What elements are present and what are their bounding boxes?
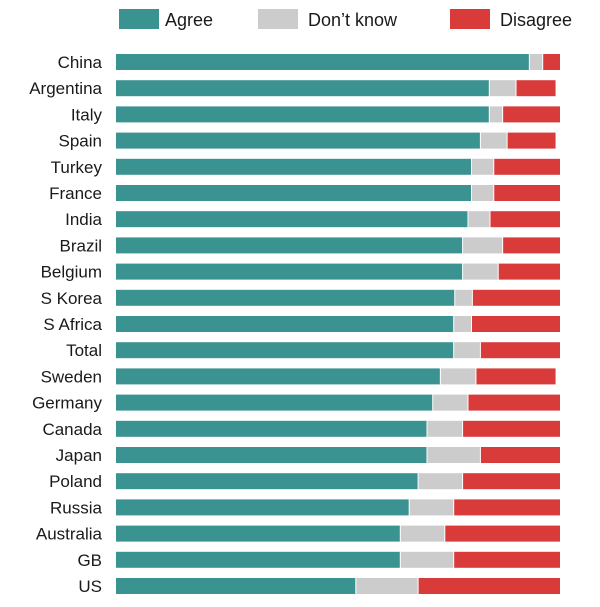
bar-poland-don-t-know (418, 473, 463, 490)
bar-belgium-disagree (498, 263, 560, 280)
bar-france-agree (116, 185, 471, 201)
bar-us-disagree (418, 578, 560, 594)
bar-argentina-don-t-know (489, 80, 516, 97)
bar-argentina-agree (116, 80, 489, 97)
bar-china-disagree (543, 54, 560, 70)
bar-spain-disagree (507, 132, 556, 149)
bar-brazil-agree (116, 237, 463, 254)
bar-belgium-don-t-know (463, 263, 498, 280)
bar-india-disagree (490, 211, 560, 228)
category-label-italy: Italy (71, 105, 103, 124)
category-label-japan: Japan (56, 446, 102, 465)
bar-germany-agree (116, 394, 433, 411)
legend-swatch-disagree (450, 9, 490, 29)
bar-france-disagree (494, 185, 560, 201)
bar-s-africa-agree (116, 316, 454, 332)
bar-germany-don-t-know (433, 394, 468, 411)
category-label-spain: Spain (59, 132, 102, 151)
bar-canada-disagree (463, 420, 560, 437)
bar-australia-don-t-know (400, 525, 445, 542)
legend-swatch-don-t-know (258, 9, 298, 29)
bar-total-disagree (480, 342, 560, 359)
category-label-s-korea: S Korea (41, 289, 103, 308)
category-label-canada: Canada (42, 420, 102, 439)
bar-brazil-don-t-know (463, 237, 503, 254)
bar-australia-disagree (445, 525, 560, 542)
bar-canada-don-t-know (427, 420, 463, 437)
bar-turkey-disagree (494, 158, 560, 175)
bar-spain-agree (116, 132, 480, 149)
bar-total-agree (116, 342, 454, 359)
category-label-brazil: Brazil (59, 236, 102, 255)
legend-swatch-agree (119, 9, 159, 29)
bar-spain-don-t-know (480, 132, 507, 149)
bar-argentina-disagree (516, 80, 556, 97)
bar-s-korea-agree (116, 289, 455, 306)
bar-sweden-agree (116, 368, 440, 385)
bar-brazil-disagree (503, 237, 560, 254)
bar-italy-agree (116, 106, 489, 123)
category-label-us: US (78, 577, 102, 596)
category-label-india: India (65, 210, 102, 229)
bar-japan-agree (116, 447, 427, 463)
category-label-poland: Poland (49, 472, 102, 491)
category-label-china: China (58, 53, 103, 72)
category-label-belgium: Belgium (41, 263, 102, 282)
bar-japan-don-t-know (427, 447, 480, 463)
category-label-argentina: Argentina (29, 79, 102, 98)
bar-china-agree (116, 54, 529, 70)
bar-s-korea-disagree (472, 289, 560, 306)
bar-s-africa-disagree (472, 316, 560, 332)
bar-canada-agree (116, 420, 427, 437)
bar-russia-agree (116, 499, 409, 516)
bar-russia-disagree (454, 499, 560, 516)
bar-india-agree (116, 211, 468, 228)
category-label-gb: GB (77, 551, 102, 570)
category-label-russia: Russia (50, 498, 103, 517)
bar-turkey-agree (116, 158, 471, 175)
category-label-s-africa: S Africa (43, 315, 102, 334)
legend: Agree Don’t know Disagree (119, 9, 572, 30)
category-label-turkey: Turkey (51, 158, 103, 177)
bar-italy-don-t-know (489, 106, 503, 123)
bar-france-don-t-know (472, 185, 494, 201)
bar-sweden-don-t-know (440, 368, 476, 385)
bar-total-don-t-know (454, 342, 480, 359)
bar-germany-disagree (468, 394, 560, 411)
legend-label-disagree: Disagree (500, 10, 572, 30)
bar-china-don-t-know (529, 54, 543, 70)
bar-belgium-agree (116, 263, 463, 280)
bar-us-agree (116, 578, 356, 594)
legend-label-agree: Agree (165, 10, 213, 30)
category-label-france: France (49, 184, 102, 203)
category-label-australia: Australia (36, 525, 103, 544)
bar-gb-agree (116, 551, 400, 568)
bar-india-don-t-know (468, 211, 490, 228)
bar-us-don-t-know (356, 578, 418, 594)
category-label-sweden: Sweden (41, 367, 102, 386)
bar-s-korea-don-t-know (455, 289, 472, 306)
bar-gb-don-t-know (400, 551, 454, 568)
bar-gb-disagree (454, 551, 560, 568)
bar-russia-don-t-know (409, 499, 454, 516)
bar-s-africa-don-t-know (454, 316, 471, 332)
bar-poland-disagree (463, 473, 560, 490)
category-label-total: Total (66, 341, 102, 360)
bar-australia-agree (116, 525, 400, 542)
bar-sweden-disagree (476, 368, 556, 385)
bar-turkey-don-t-know (472, 158, 494, 175)
category-label-germany: Germany (32, 394, 102, 413)
legend-label-don-t-know: Don’t know (308, 10, 398, 30)
bar-japan-disagree (480, 447, 560, 463)
bar-italy-disagree (503, 106, 560, 123)
bar-poland-agree (116, 473, 418, 490)
